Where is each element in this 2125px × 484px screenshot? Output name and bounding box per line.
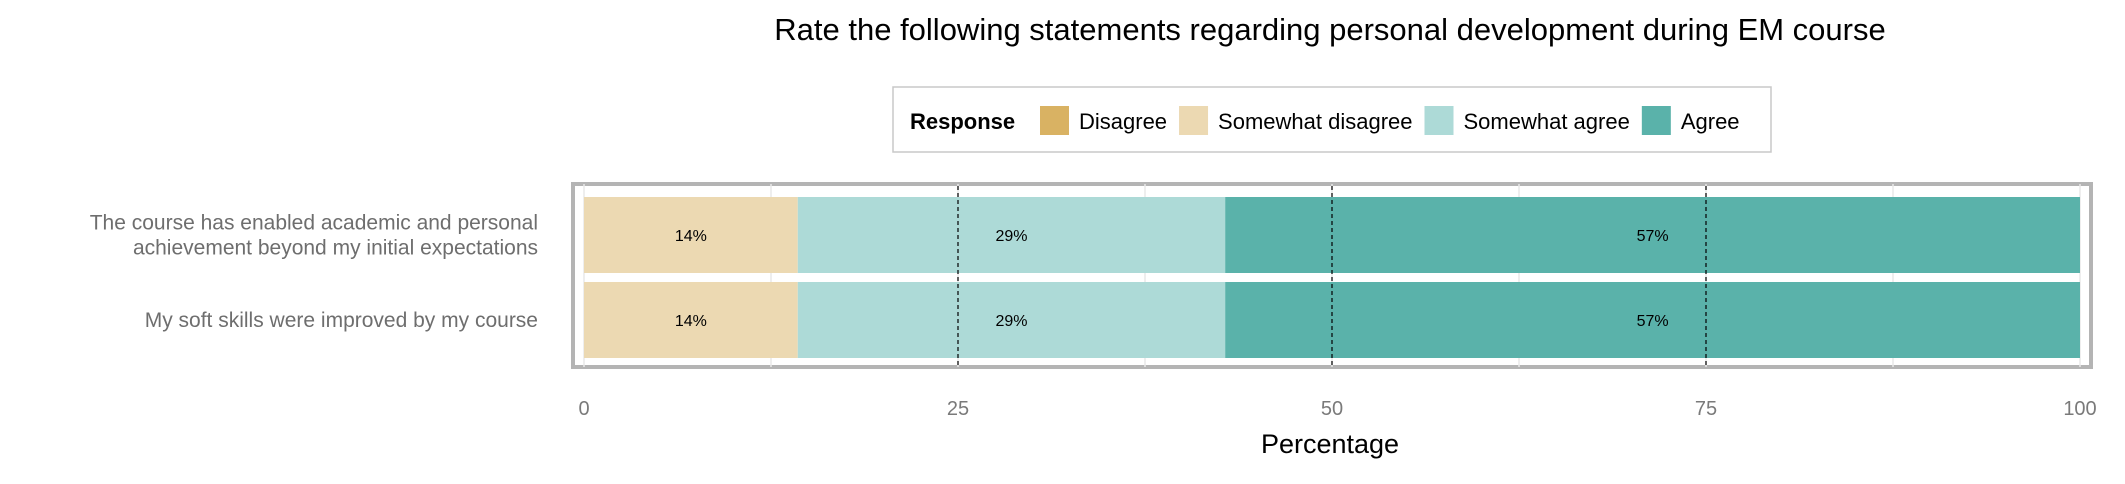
x-tick-label: 25 bbox=[947, 398, 969, 420]
legend-label: Agree bbox=[1681, 109, 1740, 134]
data-label: 14% bbox=[675, 313, 707, 330]
legend-label: Somewhat agree bbox=[1464, 109, 1630, 134]
x-tick-label: 100 bbox=[2063, 398, 2096, 420]
bar-segment bbox=[797, 282, 1226, 358]
data-label: 14% bbox=[675, 228, 707, 245]
data-label: 29% bbox=[995, 228, 1027, 245]
data-label: 57% bbox=[1637, 313, 1669, 330]
legend: Response Disagree Somewhat disagree Somewh… bbox=[892, 86, 1772, 153]
category-label: My soft skills were improved by my cours… bbox=[145, 309, 538, 332]
chart-title: Rate the following statements regarding … bbox=[774, 12, 1885, 47]
legend-box bbox=[892, 86, 1772, 153]
category-labels: The course has enabled academic and pers… bbox=[90, 212, 538, 333]
category-label: The course has enabled academic and pers… bbox=[90, 212, 538, 235]
bar-segment bbox=[1225, 197, 2080, 273]
data-label: 29% bbox=[995, 313, 1027, 330]
x-tick-label: 75 bbox=[1695, 398, 1717, 420]
legend-swatch bbox=[1040, 106, 1069, 135]
bar-segment bbox=[584, 197, 798, 273]
category-label: achievement beyond my initial expectatio… bbox=[133, 237, 538, 260]
x-axis-title: Percentage bbox=[1261, 429, 1399, 459]
x-axis: 0 25 50 75 100 bbox=[578, 398, 2096, 420]
legend-label: Disagree bbox=[1079, 109, 1167, 134]
legend-swatch bbox=[1641, 106, 1671, 135]
x-tick-label: 0 bbox=[578, 398, 589, 420]
legend-label: Somewhat disagree bbox=[1218, 109, 1412, 134]
legend-title: Response bbox=[910, 109, 1015, 134]
legend-swatch bbox=[1424, 106, 1454, 135]
bar-segment bbox=[1225, 282, 2080, 358]
bar-segment bbox=[797, 197, 1226, 273]
bars: 14% 29% 57% 14% 29% 57% bbox=[584, 197, 2080, 358]
reference-lines bbox=[957, 186, 1707, 365]
bar-segment bbox=[584, 282, 798, 358]
data-label: 57% bbox=[1637, 228, 1669, 245]
x-tick-label: 50 bbox=[1321, 398, 1343, 420]
legend-swatch bbox=[1179, 106, 1209, 135]
